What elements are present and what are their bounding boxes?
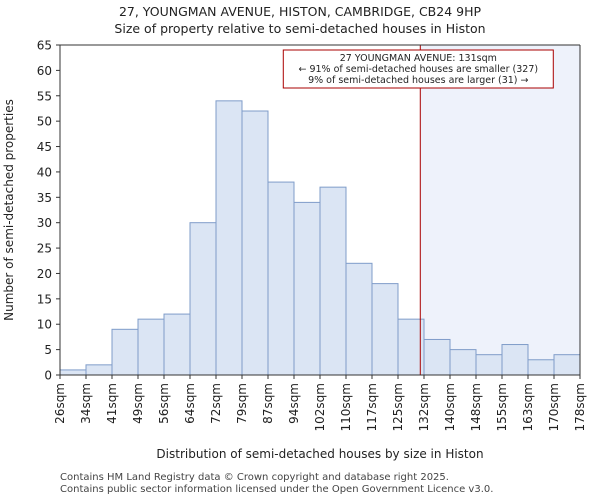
y-tick-label: 15	[37, 292, 52, 306]
bar-41sqm	[111, 328, 139, 376]
x-tick-label: 117sqm	[365, 383, 379, 431]
y-tick-label: 20	[37, 267, 52, 281]
x-tick-label: 170sqm	[547, 383, 561, 431]
bar-163sqm	[527, 359, 555, 376]
x-tick-label: 140sqm	[443, 383, 457, 431]
y-axis-label: Number of semi-detached properties	[2, 99, 16, 321]
annotation-line-1: 27 YOUNGMAN AVENUE: 131sqm	[340, 53, 497, 64]
x-tick-label: 72sqm	[209, 383, 223, 424]
bar-102sqm	[319, 186, 347, 376]
y-tick-label: 45	[37, 140, 52, 154]
y-tick-label: 25	[37, 242, 52, 256]
bar-117sqm	[371, 283, 399, 376]
bar-148sqm	[475, 354, 503, 376]
x-tick-label: 102sqm	[313, 383, 327, 431]
bar-34sqm	[85, 364, 113, 376]
x-tick-label: 34sqm	[79, 383, 93, 424]
x-tick-label: 94sqm	[287, 383, 301, 424]
bar-110sqm	[345, 262, 373, 376]
larger-region-highlight	[420, 45, 580, 375]
chart-subtitle: Size of property relative to semi-detach…	[114, 21, 486, 36]
x-tick-label: 155sqm	[495, 383, 509, 431]
x-tick-label: 56sqm	[157, 383, 171, 424]
x-axis-label: Distribution of semi-detached houses by …	[156, 447, 483, 461]
bar-56sqm	[163, 313, 191, 376]
bar-94sqm	[293, 201, 321, 376]
y-tick-label: 35	[37, 191, 52, 205]
x-tick-label: 87sqm	[261, 383, 275, 424]
x-tick-label: 148sqm	[469, 383, 483, 431]
bar-132sqm	[423, 338, 451, 376]
bar-26sqm	[59, 369, 87, 376]
y-tick-label: 50	[37, 115, 52, 129]
bar-140sqm	[449, 349, 477, 376]
y-tick-label: 40	[37, 165, 52, 179]
y-tick-label: 30	[37, 216, 52, 230]
x-tick-label: 49sqm	[131, 383, 145, 424]
y-tick-label: 60	[37, 64, 52, 78]
x-tick-label: 110sqm	[339, 383, 353, 431]
footer-copyright: Contains HM Land Registry data © Crown c…	[60, 472, 449, 483]
x-tick-label: 26sqm	[53, 383, 67, 424]
x-tick-label: 125sqm	[391, 383, 405, 431]
annotation-line-2: ← 91% of semi-detached houses are smalle…	[298, 64, 538, 75]
bar-72sqm	[215, 100, 243, 376]
bar-79sqm	[241, 110, 269, 376]
x-tick-label: 41sqm	[105, 383, 119, 424]
x-tick-label: 64sqm	[183, 383, 197, 424]
bar-125sqm	[397, 318, 425, 376]
property-annotation: 27 YOUNGMAN AVENUE: 131sqm ← 91% of semi…	[282, 49, 554, 89]
x-tick-label: 178sqm	[573, 383, 587, 431]
y-tick-label: 5	[44, 343, 52, 357]
bar-170sqm	[553, 354, 581, 376]
chart-title: 27, YOUNGMAN AVENUE, HISTON, CAMBRIDGE, …	[118, 4, 482, 19]
x-tick-label: 79sqm	[235, 383, 249, 424]
y-tick-label: 55	[37, 89, 52, 103]
bar-155sqm	[501, 344, 529, 376]
x-tick-label: 163sqm	[521, 383, 535, 431]
y-tick-label: 0	[44, 369, 52, 383]
bar-49sqm	[137, 318, 165, 376]
x-tick-label: 132sqm	[417, 383, 431, 431]
annotation-line-3: 9% of semi-detached houses are larger (3…	[308, 75, 528, 86]
bar-64sqm	[189, 222, 217, 376]
annotation-box	[282, 49, 554, 89]
bar-87sqm	[267, 181, 295, 376]
footer-licence: Contains public sector information licen…	[60, 484, 494, 495]
y-tick-label: 10	[37, 318, 52, 332]
y-tick-label: 65	[37, 39, 52, 53]
